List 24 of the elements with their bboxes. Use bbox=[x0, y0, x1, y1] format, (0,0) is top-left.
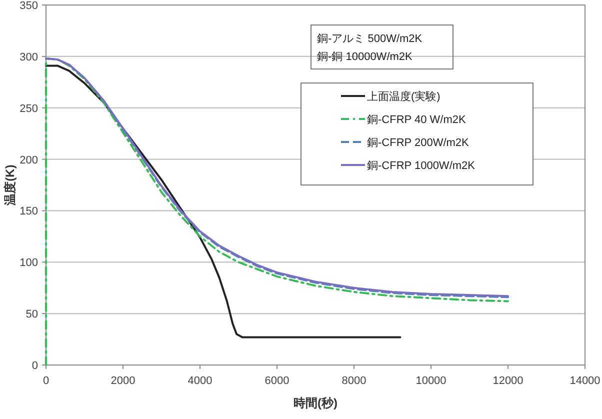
y-tick-label: 250 bbox=[20, 102, 38, 115]
y-tick-label: 0 bbox=[32, 360, 38, 372]
x-tick-label: 10000 bbox=[416, 375, 446, 387]
annotation: 銅-アルミ 500W/m2K bbox=[317, 33, 423, 45]
legend-label: 銅-CFRP 1000W/m2K bbox=[367, 160, 476, 172]
x-tick-label: 4000 bbox=[188, 375, 212, 387]
y-axis-title: 温度(K) bbox=[3, 164, 17, 206]
legend-label: 銅-CFRP 40 W/m2K bbox=[367, 114, 466, 126]
y-tick-label: 350 bbox=[20, 0, 38, 12]
y-tick-label: 50 bbox=[26, 308, 38, 321]
y-tick-label: 150 bbox=[20, 206, 38, 218]
x-tick-label: 8000 bbox=[342, 375, 366, 387]
y-tick-label: 100 bbox=[20, 257, 38, 270]
x-tick-label: 12000 bbox=[492, 375, 524, 387]
x-tick-label: 6000 bbox=[264, 375, 290, 387]
y-tick-label: 300 bbox=[20, 51, 38, 64]
legend-label: 上面温度(実験) bbox=[367, 90, 440, 103]
legend-label: 銅-CFRP 200W/m2K bbox=[367, 137, 470, 149]
annotation: 銅-銅 10000W/m2K bbox=[317, 51, 414, 63]
x-tick-label: 14000 bbox=[570, 375, 600, 387]
x-tick-label: 0 bbox=[42, 375, 50, 387]
x-axis-title: 時間(秒) bbox=[294, 396, 338, 410]
x-tick-label: 2000 bbox=[110, 375, 136, 387]
y-tick-label: 200 bbox=[20, 154, 38, 166]
